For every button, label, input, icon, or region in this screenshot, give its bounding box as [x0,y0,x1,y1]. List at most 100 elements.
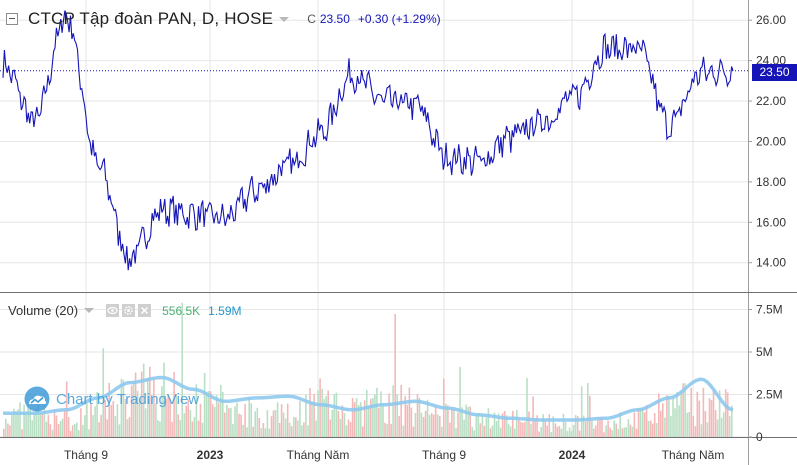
volume-bar [161,386,163,437]
volume-bar [384,422,386,437]
volume-bar [86,403,88,437]
volume-bar [580,386,583,437]
volume-ma-line[interactable] [3,375,734,422]
volume-bar [471,426,473,437]
volume-bar [329,419,332,437]
volume-bar [441,426,443,437]
volume-bar [714,410,717,437]
volume-bar [451,408,453,437]
volume-bar [230,408,232,437]
volume-bar [629,424,632,437]
symbol-title[interactable]: CTCP Tập đoàn PAN, D, HOSE [28,9,274,28]
volume-bar [23,404,25,437]
volume-bar [187,399,190,437]
volume-bar [436,414,439,437]
volume-bar [228,408,230,437]
volume-bar [465,404,467,437]
volume-bar [518,420,520,437]
volume-bar [5,418,7,437]
volume-bar [41,413,44,437]
chevron-down-icon[interactable] [84,308,95,313]
volume-axis-label: 0 [756,430,763,444]
volume-bar [317,390,319,437]
volume-bar [380,391,382,437]
volume-bar [556,426,559,437]
volume-bar [704,411,707,437]
volume-bar [256,407,259,437]
volume-bar [303,422,305,437]
volume-bar [274,410,277,437]
volume-bar [572,424,575,437]
volume-bar [680,392,682,437]
volume-bar [522,422,524,437]
volume-bar [74,424,76,437]
volume-bar [643,412,646,437]
volume-bar [301,425,303,437]
tradingview-watermark[interactable]: Chart by TradingView [22,386,199,412]
volume-bar [51,429,54,437]
volume-bar [108,382,110,437]
volume-bar [264,428,267,437]
chevron-down-icon[interactable] [279,16,290,22]
volume-bar [361,426,364,437]
volume-bar [674,408,676,437]
volume-axis[interactable]: 0 2.5M 5M 7.5M [748,303,783,445]
volume-bar [528,411,530,437]
volume-bar [455,428,457,437]
volume-bar [240,414,242,437]
collapse-legend-button[interactable] [6,13,18,25]
volume-bar [554,423,557,437]
volume-bar [664,417,666,437]
volume-bar [445,403,447,437]
volume-bar [388,393,390,437]
volume-bar [501,413,504,437]
volume-bar [224,412,226,437]
volume-bar [410,407,413,437]
close-icon[interactable] [138,304,152,317]
volume-bar [548,414,551,437]
volume-bar [92,415,94,437]
volume-bar [254,411,256,437]
volume-bar [621,428,624,437]
volume-pane[interactable] [3,302,734,437]
gear-icon[interactable] [122,304,136,317]
eye-icon[interactable] [106,304,120,317]
volume-bar [434,405,437,437]
volume-bar [712,389,715,437]
volume-bar [526,377,528,437]
volume-bar [136,390,139,437]
volume-bar [578,430,581,437]
price-line[interactable] [2,10,734,271]
volume-bar [347,419,350,437]
volume-bar [248,397,250,437]
volume-bar [262,423,265,437]
volume-bar [76,422,78,437]
volume-bar [649,420,652,437]
price-axis-label: 20.00 [756,134,786,148]
volume-bar [544,418,546,437]
volume-bar [203,373,206,437]
volume-bar [562,413,565,437]
price-pane[interactable] [0,10,748,271]
volume-bar [130,385,133,437]
volume-bar [69,430,72,437]
volume-bar [193,417,196,437]
time-axis[interactable]: Tháng 9 2023 Tháng Năm Tháng 9 2024 Tháng Năm [64,448,724,462]
volume-title[interactable]: Volume (20) [8,303,79,318]
volume-bar [613,420,615,437]
volume-bar [199,403,202,437]
volume-bar [185,405,188,437]
volume-bar [266,410,269,437]
volume-bar [378,407,380,437]
volume-bar [467,406,469,437]
volume-bar [29,408,31,437]
volume-bar [226,404,228,437]
volume-bar [335,392,338,437]
volume-bar [570,430,573,437]
volume-bar [641,407,644,437]
volume-bar [67,417,70,437]
volume-bar [601,417,603,437]
volume-bar [104,400,106,437]
